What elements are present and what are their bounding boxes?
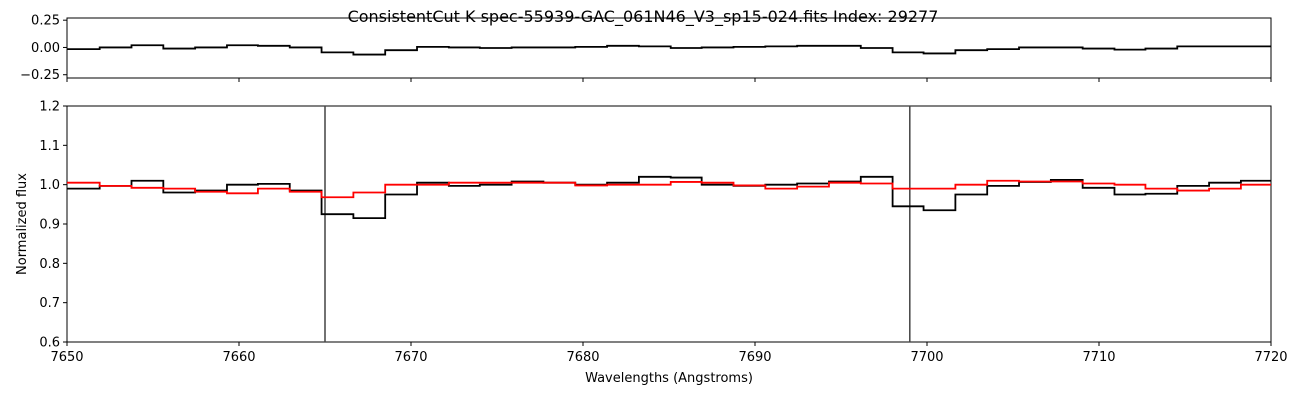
spectrum-xtick-label: 7650: [50, 350, 83, 365]
spectrum-ytick-label: 0.8: [39, 257, 60, 272]
spectrum-series-1-line: [67, 179, 1271, 199]
spectrum-xtick-label: 7700: [910, 350, 943, 365]
residual-ytick-label: 0.00: [31, 41, 60, 56]
spectrum-xtick-label: 7710: [1082, 350, 1115, 365]
residual-ytick-label: 0.25: [31, 14, 60, 29]
spectrum-ytick-label: 1.1: [39, 139, 60, 154]
residual-panel: −0.25 0.00 0.25: [20, 14, 1272, 83]
spectrum-xtick-label: 7720: [1254, 350, 1287, 365]
spectrum-xtick-label: 7660: [222, 350, 255, 365]
spectrum-xtick-label: 7690: [738, 350, 771, 365]
residual-ytick-label: −0.25: [20, 68, 60, 83]
spectrum-axes-frame: [66, 105, 1272, 343]
residual-series-0-line: [67, 44, 1271, 56]
spectrum-ytick-label: 0.7: [39, 296, 60, 311]
spectrum-xtick-label: 7670: [394, 350, 427, 365]
x-axis-label: Wavelengths (Angstroms): [585, 371, 753, 386]
spectrum-xtick-label: 7680: [566, 350, 599, 365]
spectrum-ytick-label: 1.0: [39, 178, 60, 193]
chart-title: ConsistentCut K spec-55939-GAC_061N46_V3…: [348, 7, 939, 27]
spectrum-ytick-label: 0.9: [39, 218, 60, 233]
spectrum-ytick-label: 0.6: [39, 336, 60, 351]
y-axis-label: Normalized flux: [15, 173, 30, 275]
residual-axes-frame: [66, 17, 1272, 79]
spectrum-ytick-label: 1.2: [39, 100, 60, 115]
spectrum-series-0-line: [67, 175, 1271, 219]
spectrum-panel: 0.6 0.7 0.8 0.9 1.0 1.1 1.2 7650 7660 7670 7680 769…: [15, 100, 1288, 387]
